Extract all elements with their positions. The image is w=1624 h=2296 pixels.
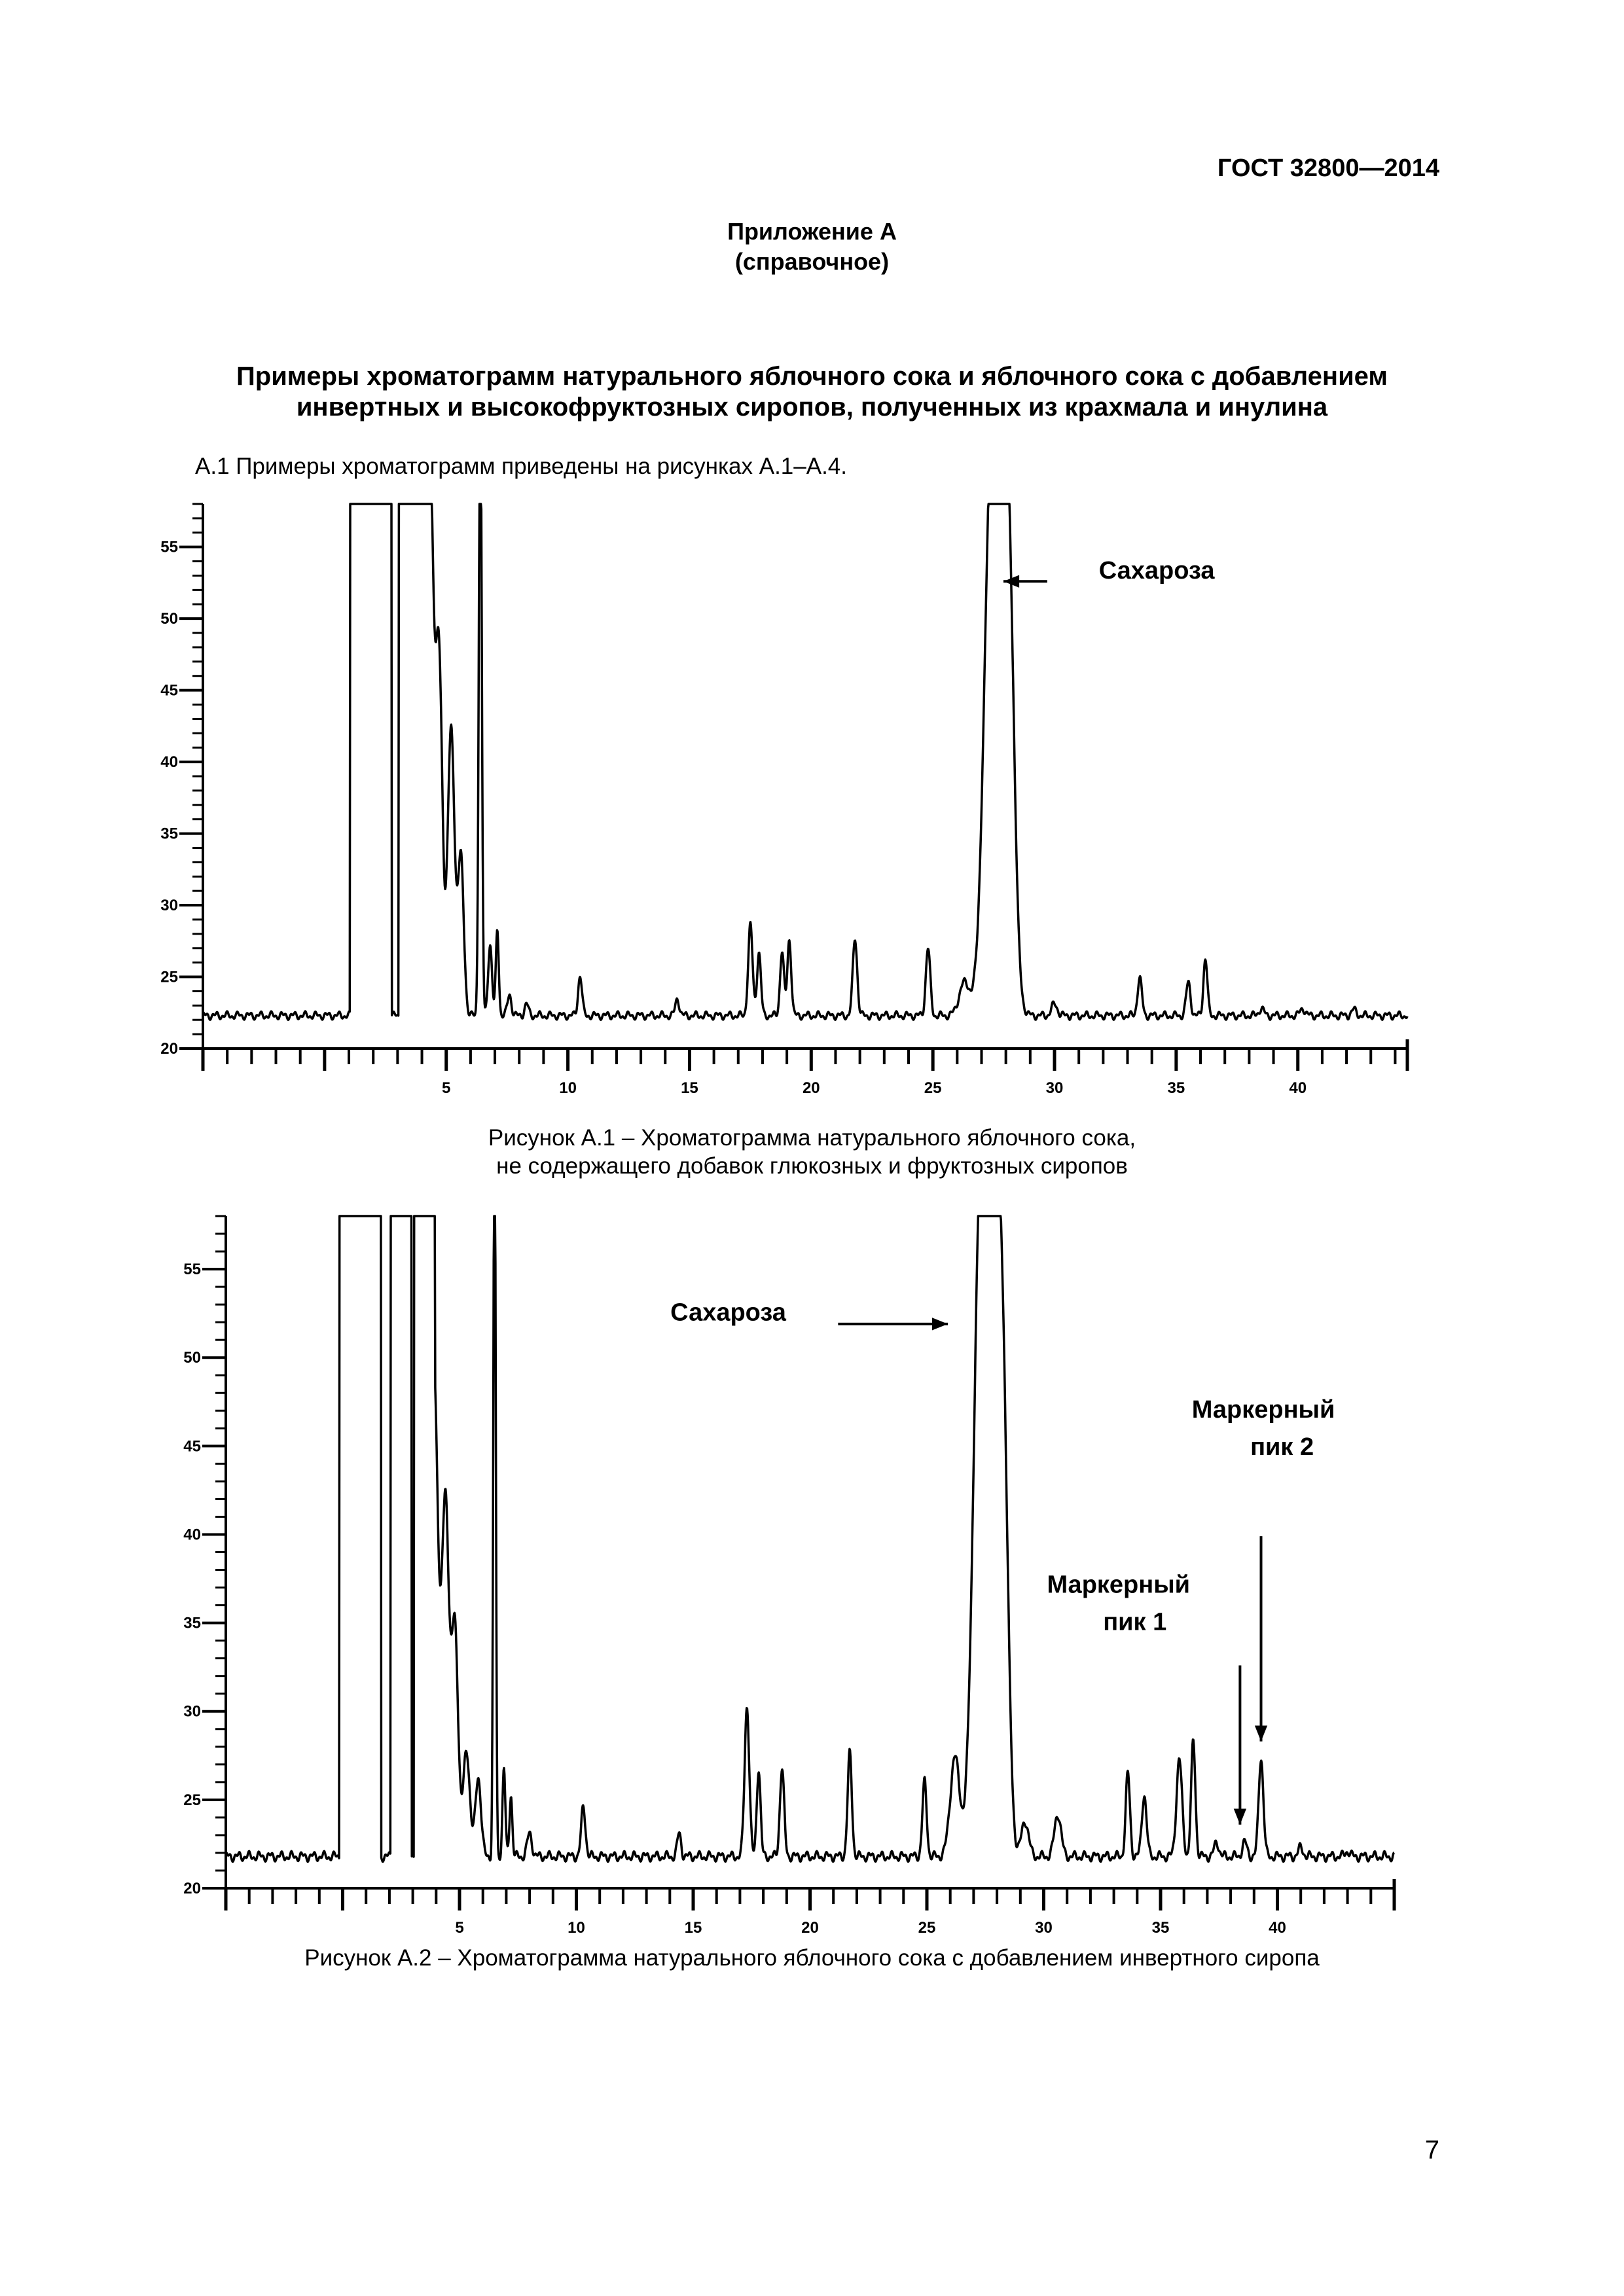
y-tick-label: 40 [183, 1526, 201, 1543]
y-tick-label: 35 [160, 825, 178, 843]
document-title-line-2: инвертных и высокофруктозных сиропов, по… [296, 393, 1328, 422]
x-tick-label: 35 [1152, 1919, 1170, 1937]
annotation-label: Маркерный [1192, 1396, 1335, 1424]
x-tick-label: 35 [1168, 1079, 1185, 1097]
y-tick-label: 50 [183, 1349, 201, 1367]
x-tick-label: 25 [924, 1079, 942, 1097]
y-tick-label: 45 [160, 682, 178, 700]
y-tick-label: 20 [160, 1040, 178, 1058]
x-tick-label: 40 [1269, 1919, 1286, 1937]
y-tick-label: 25 [160, 969, 178, 986]
figure-2-caption: Рисунок А.2 – Хроматограмма натурального… [304, 1945, 1320, 1971]
annotation-arrow-head [1003, 575, 1020, 588]
chromatogram-trace [202, 503, 1409, 1021]
annotation-arrow-head [931, 1318, 948, 1331]
x-tick-label: 40 [1289, 1079, 1307, 1097]
intro-paragraph: А.1 Примеры хроматограмм приведены на ри… [195, 454, 847, 479]
annotation-arrow-head [1254, 1725, 1268, 1742]
x-tick-label: 10 [568, 1919, 585, 1937]
y-tick-label: 35 [183, 1615, 201, 1632]
x-tick-label: 25 [918, 1919, 936, 1937]
y-tick-label: 50 [160, 610, 178, 628]
annotation-arrow-head [1233, 1808, 1247, 1825]
x-tick-label: 30 [1035, 1919, 1053, 1937]
x-tick-label: 10 [559, 1079, 577, 1097]
document-title-line-1: Примеры хроматограмм натурального яблочн… [236, 362, 1388, 391]
x-tick-label: 30 [1046, 1079, 1064, 1097]
figure-1-caption-line-2: не содержащего добавок глюкозных и фрукт… [496, 1153, 1128, 1179]
y-tick-label: 55 [160, 539, 178, 556]
x-tick-label: 15 [685, 1919, 702, 1937]
x-tick-label: 15 [681, 1079, 698, 1097]
x-tick-label: 5 [442, 1079, 450, 1097]
y-tick-label: 30 [183, 1703, 201, 1721]
y-tick-label: 25 [183, 1791, 201, 1809]
x-tick-label: 20 [803, 1079, 820, 1097]
y-tick-label: 30 [160, 897, 178, 914]
annotation-label: Сахароза [670, 1299, 787, 1326]
x-tick-label: 20 [801, 1919, 819, 1937]
annotation-label: пик 1 [1103, 1608, 1166, 1636]
standard-id: ГОСТ 32800—2014 [1217, 154, 1439, 182]
annotation-label: Маркерный [1047, 1571, 1190, 1599]
appendix-kind: (справочное) [734, 248, 890, 275]
annotation-label: пик 2 [1250, 1433, 1314, 1461]
appendix-label: Приложение А [727, 218, 897, 245]
figure-1-caption-line-1: Рисунок А.1 – Хроматограмма натурального… [488, 1125, 1136, 1151]
page-number: 7 [1424, 2136, 1439, 2164]
chromatogram-trace [225, 1215, 1396, 1863]
annotation-label: Сахароза [1099, 557, 1216, 584]
y-tick-label: 40 [160, 753, 178, 771]
x-tick-label: 5 [455, 1919, 463, 1937]
y-tick-label: 55 [183, 1261, 201, 1278]
y-tick-label: 20 [183, 1880, 201, 1897]
y-tick-label: 45 [183, 1437, 201, 1455]
